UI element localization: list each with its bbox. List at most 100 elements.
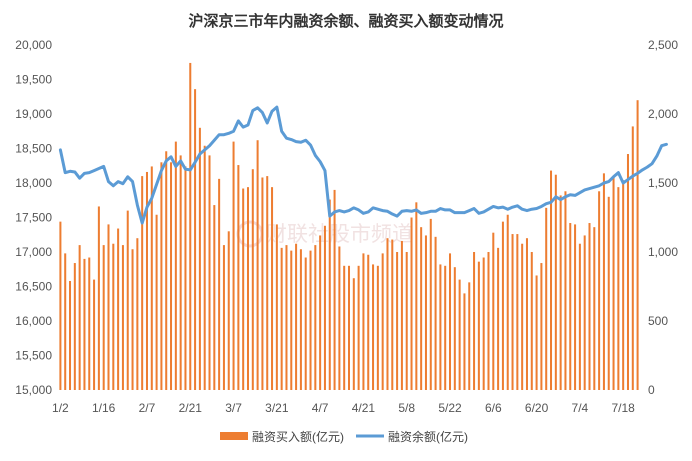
bar — [323, 225, 326, 390]
legend: 融资买入额(亿元) 融资余额(亿元) — [220, 429, 468, 444]
left-tick-label: 19,500 — [15, 73, 52, 87]
bar — [73, 263, 76, 390]
bar — [554, 174, 557, 390]
bar — [299, 249, 302, 390]
bar — [439, 264, 442, 390]
x-tick-label: 4/7 — [312, 401, 329, 415]
bar — [93, 279, 96, 390]
bar — [78, 245, 81, 390]
bar — [314, 245, 317, 390]
bar — [64, 253, 67, 390]
bar — [449, 253, 452, 390]
left-tick-label: 17,500 — [15, 211, 52, 225]
bar — [333, 189, 336, 390]
bar — [352, 278, 355, 390]
bar — [232, 141, 235, 390]
bar — [636, 100, 639, 390]
right-axis: 0 500 1,000 1,500 2,000 2,500 — [648, 38, 678, 397]
bar — [559, 195, 562, 390]
bar — [126, 210, 129, 390]
bar — [405, 252, 408, 390]
bar — [535, 275, 538, 390]
bar — [343, 265, 346, 390]
bar — [88, 257, 91, 390]
bar — [381, 253, 384, 390]
bar — [275, 224, 278, 390]
x-tick-label: 4/21 — [352, 401, 376, 415]
x-axis: 1/2 1/16 2/7 2/21 3/7 3/21 4/7 4/21 5/8 5/22 6/6 6/… — [52, 401, 635, 415]
right-tick-label: 500 — [648, 314, 668, 328]
bar — [338, 246, 341, 390]
left-tick-label: 16,500 — [15, 280, 52, 294]
bar — [516, 234, 519, 390]
bar — [626, 154, 629, 390]
balance-line — [58, 105, 668, 225]
bar — [246, 187, 249, 390]
bar — [468, 282, 471, 390]
bar — [117, 228, 120, 390]
bar — [309, 250, 312, 390]
x-tick-label: 6/20 — [525, 401, 549, 415]
bar — [434, 236, 437, 390]
left-tick-label: 15,000 — [15, 383, 52, 397]
bar — [165, 151, 168, 390]
left-tick-label: 18,500 — [15, 142, 52, 156]
bar — [83, 258, 86, 390]
left-axis: 15,000 15,500 16,000 16,500 17,000 17,500 18,0… — [15, 38, 52, 397]
bar — [222, 245, 225, 390]
bar — [112, 243, 115, 390]
bar — [617, 187, 620, 390]
bar — [285, 245, 288, 390]
bar — [69, 280, 72, 390]
bar — [540, 263, 543, 390]
bar — [564, 191, 567, 390]
bar — [290, 250, 293, 390]
line-series-group — [58, 105, 668, 225]
bar — [256, 140, 259, 390]
bar — [237, 165, 240, 390]
x-tick-label: 5/8 — [398, 401, 415, 415]
bar — [347, 265, 351, 390]
bar — [261, 177, 264, 390]
right-tick-label: 1,000 — [648, 245, 678, 259]
bar — [59, 221, 62, 390]
x-tick-label: 3/7 — [225, 401, 242, 415]
bar — [376, 265, 379, 390]
x-tick-label: 1/2 — [52, 401, 69, 415]
bar — [189, 62, 192, 390]
bar — [550, 170, 553, 390]
bar — [463, 293, 466, 390]
bar — [367, 254, 370, 390]
bar — [145, 171, 148, 390]
bar — [598, 191, 601, 390]
bar — [477, 261, 480, 390]
bar — [198, 127, 201, 391]
bar — [569, 223, 572, 390]
bar — [473, 252, 476, 390]
bar — [602, 173, 605, 390]
legend-bar-swatch — [220, 432, 248, 440]
x-tick-label: 5/22 — [438, 401, 462, 415]
bar — [150, 166, 153, 390]
bar — [304, 257, 307, 390]
bar-series — [59, 62, 639, 391]
bar — [251, 169, 254, 390]
bar — [396, 252, 399, 390]
bar — [511, 234, 514, 390]
left-tick-label: 20,000 — [15, 38, 52, 52]
bar — [588, 223, 591, 390]
left-tick-label: 16,000 — [15, 314, 52, 328]
bar — [415, 202, 418, 390]
bar — [501, 221, 504, 390]
bar — [372, 264, 375, 390]
left-tick-label: 18,000 — [15, 176, 52, 190]
bar — [420, 227, 423, 390]
bar — [357, 265, 360, 390]
right-tick-label: 2,000 — [648, 107, 678, 121]
bar — [391, 239, 394, 390]
x-tick-label: 7/18 — [611, 401, 635, 415]
right-tick-label: 1,500 — [648, 176, 678, 190]
bar — [410, 217, 413, 390]
x-tick-label: 7/4 — [572, 401, 589, 415]
